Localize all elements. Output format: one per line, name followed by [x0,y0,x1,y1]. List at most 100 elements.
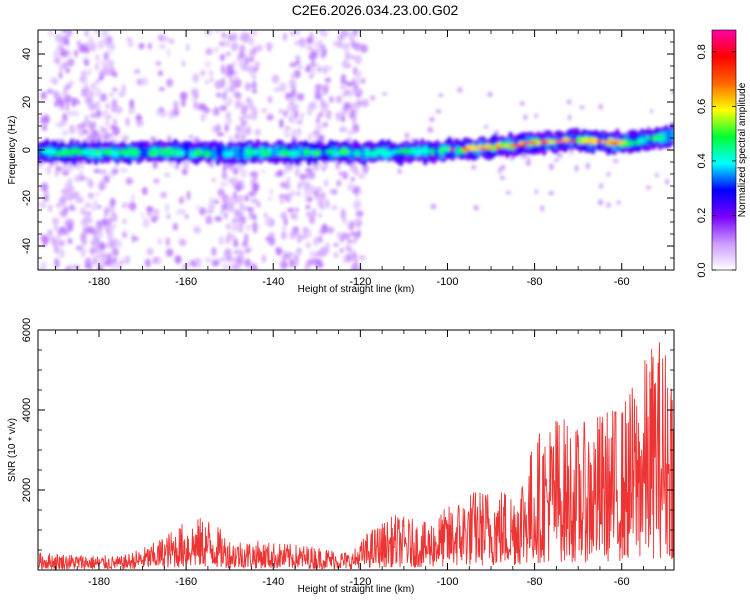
spectrogram-band-core [576,136,583,143]
spectrogram-noise-blob [109,132,114,138]
spectrogram-noise-blob [360,44,368,54]
spectrogram-noise-blob [308,215,316,225]
spectrogram-hotspot [503,144,509,148]
spectrogram-noise-blob [53,77,58,86]
spectrogram-noise-blob [59,209,67,218]
spectrogram-noise-blob [340,232,348,240]
spectrogram-noise-blob [153,208,160,215]
spectrogram-noise-blob [305,211,312,217]
spectrogram-noise-blob [53,245,60,254]
spectrogram-noise-blob [225,235,231,245]
spectrogram-noise-blob [109,92,114,98]
spectrogram-noise-blob [88,103,96,111]
spectrogram-noise-blob [294,167,301,178]
spectrogram-noise-blob [51,236,57,246]
spectrogram-noise-blob [278,82,287,93]
spectrogram-noise-blob [93,168,101,174]
spectrogram-noise-blob [65,94,72,103]
spectrogram-noise-blob [42,114,50,125]
spectrogram-noise-blob [38,201,41,207]
spectrogram-noise-blob [81,87,89,98]
spectrogram-noise-blob [290,84,297,91]
spectrogram-noise-blob [59,226,66,236]
spectrogram-noise-blob [181,60,186,67]
snr-x-axis-label: Height of straight line (km) [298,584,415,595]
spectrogram-noise-blob [237,194,244,204]
spectrogram-noise-blob [350,239,357,244]
spectrogram-noise-blob [121,202,129,209]
spectrogram-noise-blob [81,233,85,243]
spectrogram-noise-blob [236,265,241,270]
spectrogram-noise-blob [438,93,444,98]
spectrogram-band-core [368,151,380,158]
snr-x-tick-label: -120 [349,576,371,588]
spectrogram-noise-blob [260,168,265,174]
spectrogram-noise-blob [505,190,512,195]
spectrogram-noise-blob [239,44,245,54]
spectrogram-noise-blob [321,48,327,56]
spectrogram-noise-blob [231,224,239,232]
spectrogram-noise-blob [135,120,144,127]
spectrogram-noise-blob [54,56,61,65]
spectrogram-noise-blob [342,171,349,180]
spectrogram-noise-blob [276,169,284,177]
spectrogram-noise-blob [308,52,316,61]
spectrogram-noise-blob [218,235,225,246]
spectrogram-noise-blob [333,242,339,247]
spectrogram-noise-blob [302,227,309,234]
spectrogram-noise-blob [66,81,72,87]
spectrogram-noise-blob [74,100,81,105]
spectrogram-noise-blob [228,178,234,184]
spectrogram-noise-blob [230,42,239,52]
spectrogram-noise-blob [354,169,359,176]
spectrogram-noise-blob [105,103,110,109]
spectrogram-noise-blob [264,216,273,227]
spectrogram-noise-blob [430,203,437,210]
spectrogram-noise-blob [199,70,206,76]
spectrogram-noise-blob [237,248,241,256]
spectrogram-noise-blob [245,258,249,264]
spectrogram-noise-blob [212,106,220,116]
spectrogram-noise-blob [233,264,237,270]
spectrogram-noise-blob [41,202,46,209]
spectrogram-noise-blob [248,210,255,220]
spectrogram-noise-blob [271,74,280,84]
spectrogram-noise-blob [331,205,338,210]
spectrogram-noise-blob [404,132,410,139]
spectrogram-noise-blob [319,236,323,241]
spectrogram-noise-blob [42,235,49,246]
spectrogram-noise-blob [357,229,361,237]
spectrogram-noise-blob [98,181,106,191]
spectrogram-hotspot [449,147,455,151]
spectrogram-noise-blob [244,82,251,92]
spectrogram-noise-blob [322,121,329,128]
spectrogram-noise-blob [84,114,89,122]
spectrogram-noise-blob [204,61,212,68]
spectrogram-noise-blob [205,47,213,56]
spectrogram-noise-blob [275,249,282,256]
spectrogram-noise-blob [289,258,294,268]
spectrogram-noise-blob [233,75,238,81]
spectrogram-noise-blob [46,165,51,175]
spectrogram-noise-blob [214,80,223,90]
spectrogram-noise-blob [341,216,347,224]
spectrogram-noise-blob [616,200,621,205]
spectrogram-hotspot [494,145,500,149]
spectrogram-band-core [402,148,411,154]
spectrogram-band-core [70,147,80,154]
spectrogram-noise-blob [305,242,312,249]
spectrogram-noise-blob [133,69,141,74]
snr-y-tick-label: 4000 [21,398,33,422]
spectrogram-noise-blob [307,133,312,142]
spectrogram-noise-blob [303,189,311,200]
spectrogram-noise-blob [250,107,258,115]
spectrogram-noise-blob [99,93,107,102]
spectrogram-band-core [409,148,416,155]
spectrogram-noise-blob [265,42,274,49]
spectrogram-band-core [203,150,212,158]
spectrogram-noise-blob [330,188,338,195]
spectrogram-noise-blob [232,256,237,263]
spectrogram-noise-blob [107,231,114,241]
spectrogram-noise-blob [82,226,90,235]
spectrogram-noise-blob [354,54,362,65]
